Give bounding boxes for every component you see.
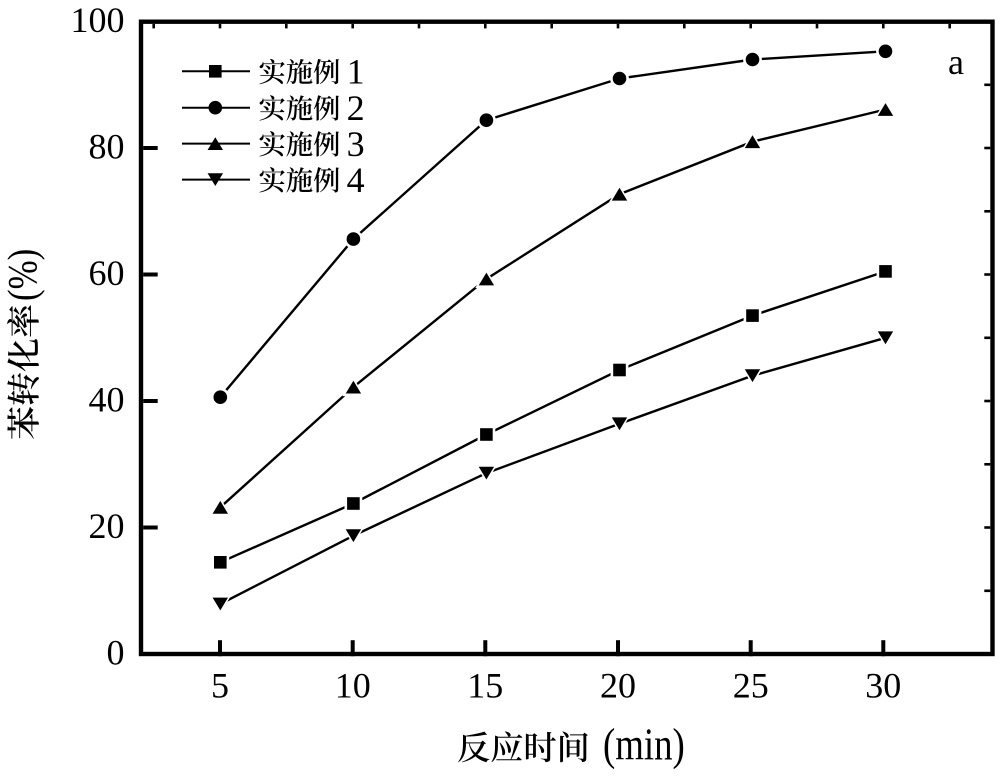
- svg-text:20: 20: [89, 506, 125, 546]
- svg-text:a: a: [948, 42, 964, 82]
- svg-text:5: 5: [211, 666, 229, 706]
- svg-text:1: 1: [347, 52, 365, 92]
- svg-text:60: 60: [89, 253, 125, 293]
- svg-text:100: 100: [71, 0, 125, 40]
- svg-text:40: 40: [89, 379, 125, 419]
- svg-text:4: 4: [347, 160, 365, 200]
- svg-text:80: 80: [89, 126, 125, 166]
- svg-text:(%): (%): [0, 249, 45, 301]
- svg-text:30: 30: [865, 666, 901, 706]
- svg-text:20: 20: [600, 666, 636, 706]
- svg-text:3: 3: [347, 124, 365, 164]
- svg-text:10: 10: [335, 666, 371, 706]
- svg-text:(min): (min): [603, 719, 685, 771]
- svg-text:2: 2: [347, 88, 365, 128]
- svg-text:25: 25: [733, 666, 769, 706]
- svg-text:15: 15: [467, 666, 503, 706]
- svg-text:0: 0: [107, 632, 125, 672]
